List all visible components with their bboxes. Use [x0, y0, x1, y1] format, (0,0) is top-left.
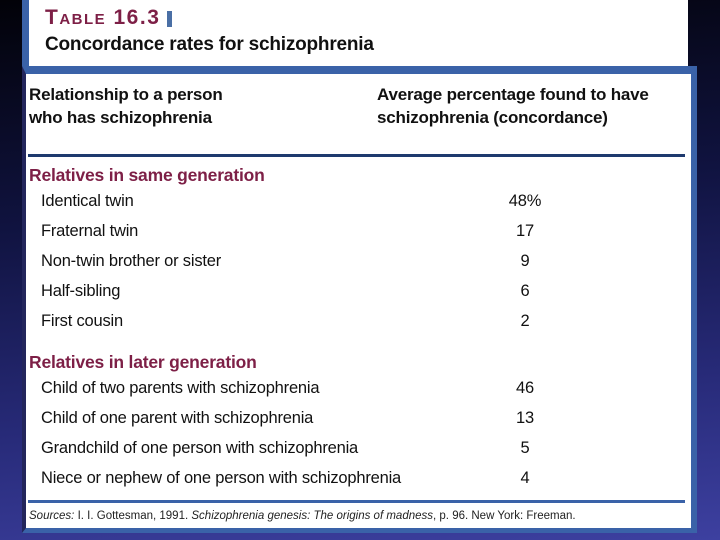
sources-text-2: , p. 96. New York: Freeman.: [433, 510, 576, 522]
sources-book-title: Schizophrenia genesis: The origins of ma…: [191, 510, 434, 522]
sources-citation: Sources: I. I. Gottesman, 1991. Schizoph…: [26, 510, 691, 522]
row-label: Half-sibling: [41, 281, 121, 300]
table-row: Identical twin 48%: [26, 186, 691, 216]
row-label: Grandchild of one person with schizophre…: [41, 438, 359, 457]
section-header-later-generation: Relatives in later generation: [29, 352, 257, 372]
table-row: Fraternal twin 17: [26, 216, 691, 246]
table-content: Relationship to a person who has schizoph…: [26, 74, 691, 528]
row-value: 6: [520, 281, 530, 300]
section-header-same-generation: Relatives in same generation: [29, 165, 265, 185]
column-header-relationship: Relationship to a person who has schizoph…: [29, 85, 223, 127]
table-title-box: Table 16.3 Concordance rates for schizop…: [22, 0, 688, 66]
row-value: 4: [520, 468, 530, 487]
table-row: Non-twin brother or sister 9: [26, 246, 691, 276]
row-label: Non-twin brother or sister: [41, 251, 222, 270]
sources-label: Sources:: [29, 510, 75, 522]
column-headers-row: Relationship to a person who has schizoph…: [26, 74, 691, 149]
table-row: First cousin 2: [26, 306, 691, 336]
header-divider-rule: [28, 154, 685, 157]
row-label: Child of one parent with schizophrenia: [41, 408, 314, 427]
table-row: Grandchild of one person with schizophre…: [26, 433, 691, 463]
sources-text-1: I. I. Gottesman, 1991.: [74, 510, 192, 522]
table-number-label: Table 16.3: [45, 6, 161, 29]
row-label: Niece or nephew of one person with schiz…: [41, 468, 402, 487]
row-label: Child of two parents with schizophrenia: [41, 378, 320, 397]
row-value: 48%: [508, 191, 542, 210]
concordance-table-panel: Relationship to a person who has schizoph…: [22, 66, 697, 533]
row-value: 2: [520, 311, 530, 330]
row-value: 5: [520, 438, 530, 457]
vertical-bar-icon: [167, 11, 173, 27]
row-label: Identical twin: [41, 191, 134, 210]
table-row: Child of one parent with schizophrenia 1…: [26, 403, 691, 433]
row-value: 13: [516, 408, 534, 427]
row-value: 46: [516, 378, 534, 397]
row-label: Fraternal twin: [41, 221, 139, 240]
table-subtitle: Concordance rates for schizophrenia: [45, 34, 374, 55]
sources-divider-rule: [28, 500, 685, 503]
table-row: Niece or nephew of one person with schiz…: [26, 463, 691, 493]
table-row: Child of two parents with schizophrenia …: [26, 373, 691, 403]
row-value: 17: [516, 221, 534, 240]
column-header-percentage: Average percentage found to have schizoph…: [377, 85, 649, 127]
row-label: First cousin: [41, 311, 123, 330]
row-value: 9: [520, 251, 530, 270]
table-row: Half-sibling 6: [26, 276, 691, 306]
table-label-line: Table 16.3: [45, 5, 688, 31]
